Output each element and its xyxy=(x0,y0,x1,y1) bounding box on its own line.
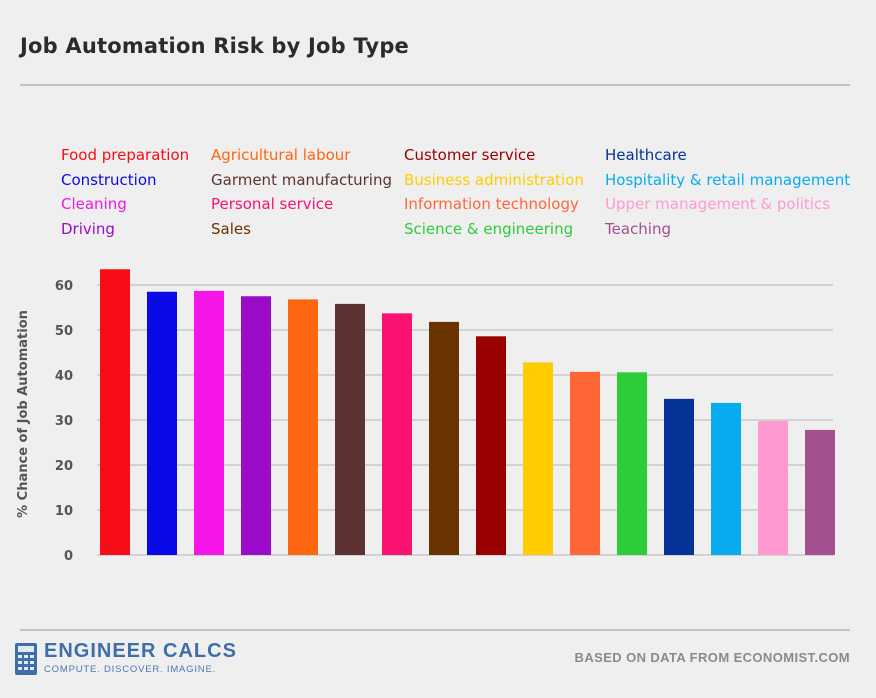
legend-item: Garment manufacturing xyxy=(211,171,393,189)
chart-legend: Food preparation Construction Cleaning Driv… xyxy=(0,0,876,260)
bar-business-administration xyxy=(523,362,553,555)
footer-divider xyxy=(20,629,850,631)
legend-item: Agricultural labour xyxy=(211,146,351,164)
legend-item: Teaching xyxy=(605,220,671,238)
legend-item: Upper management & politics xyxy=(605,195,831,213)
bar-information-technology xyxy=(570,371,600,555)
y-axis-label: % Chance of Job Automation xyxy=(16,310,31,518)
legend-item: Driving xyxy=(61,220,115,238)
y-tick-label: 10 xyxy=(55,504,73,519)
legend-item: Healthcare xyxy=(605,146,687,164)
bar-hospitality-retail-management xyxy=(711,402,741,555)
header-divider xyxy=(20,84,850,86)
bar-upper-management-politics xyxy=(758,420,788,555)
bar-healthcare xyxy=(664,398,694,555)
y-tick-label: 60 xyxy=(55,279,73,294)
legend-item: Food preparation xyxy=(61,146,190,164)
bar-garment-manufacturing xyxy=(335,303,365,555)
legend-item: Customer service xyxy=(404,146,536,164)
bar-personal-service xyxy=(382,313,412,555)
bar-customer-service xyxy=(476,336,506,555)
bar-sales xyxy=(429,321,459,555)
bar-food-preparation xyxy=(100,269,130,555)
brand-logo: ENGINEER CALCS COMPUTE. DISCOVER. IMAGIN… xyxy=(14,640,314,680)
legend-item: Hospitality & retail management xyxy=(605,171,851,189)
legend-item: Construction xyxy=(61,171,157,189)
y-tick-label: 30 xyxy=(55,414,73,429)
legend-item: Sales xyxy=(211,220,251,238)
y-tick-label: 0 xyxy=(64,549,73,564)
legend-item: Personal service xyxy=(211,195,334,213)
bar-construction xyxy=(147,291,177,555)
calculator-icon xyxy=(15,643,37,675)
brand-name: ENGINEER CALCS xyxy=(44,640,237,662)
y-tick-label: 50 xyxy=(55,324,73,339)
bar-driving xyxy=(241,296,271,555)
data-source: BASED ON DATA FROM ECONOMIST.COM xyxy=(574,650,850,665)
chart-title: Job Automation Risk by Job Type xyxy=(20,34,409,58)
bar-chart: 0 10 20 30 40 50 60 % Chance of Job Automation xyxy=(16,269,835,564)
legend-item: Science & engineering xyxy=(404,220,574,238)
bar-science-engineering xyxy=(617,372,647,555)
y-tick-label: 20 xyxy=(55,459,73,474)
bar-agricultural-labour xyxy=(288,299,318,555)
y-tick-label: 40 xyxy=(55,369,73,384)
bar-teaching xyxy=(805,429,835,555)
bar-cleaning xyxy=(194,290,224,555)
legend-item: Business administration xyxy=(404,171,584,189)
legend-item: Information technology xyxy=(404,195,579,213)
legend-item: Cleaning xyxy=(61,195,127,213)
brand-tagline: COMPUTE. DISCOVER. IMAGINE. xyxy=(44,664,217,675)
